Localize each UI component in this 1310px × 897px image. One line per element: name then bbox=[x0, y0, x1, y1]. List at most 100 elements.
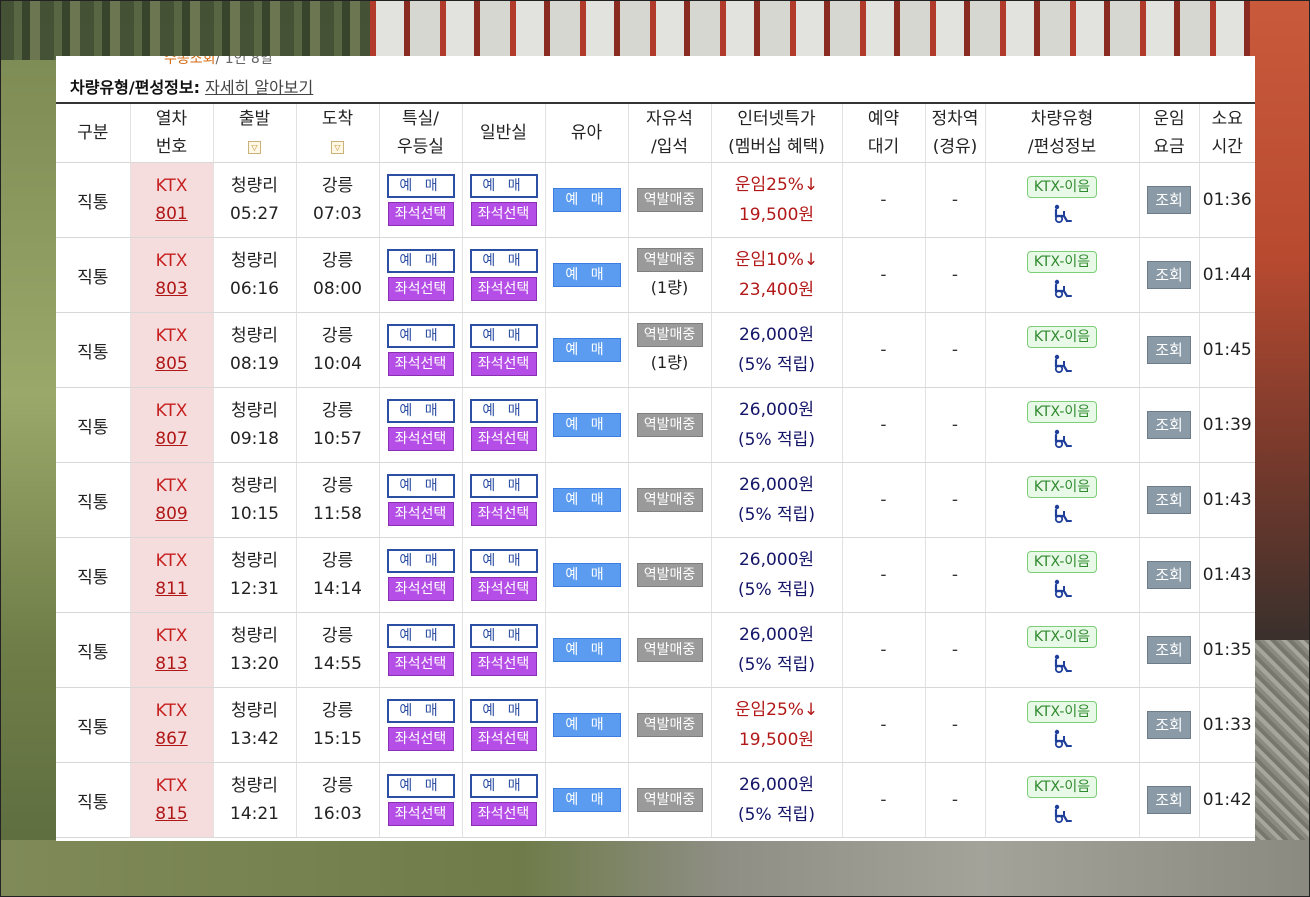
standard-seat-select-button[interactable]: 좌석선택 bbox=[470, 352, 537, 376]
car-type-badge[interactable]: KTX-이음 bbox=[1026, 626, 1098, 648]
standard-seat-select-button[interactable]: 좌석선택 bbox=[470, 802, 537, 826]
infant-reserve-button[interactable]: 예 매 bbox=[552, 338, 621, 362]
car-type-badge[interactable]: KTX-이음 bbox=[1026, 701, 1098, 723]
standard-seat-select-button[interactable]: 좌석선택 bbox=[470, 202, 537, 226]
train-number-link[interactable]: 805 bbox=[155, 354, 188, 374]
cell-infant: 예 매 bbox=[545, 462, 629, 538]
cell-type: 직통 bbox=[56, 312, 131, 388]
infant-reserve-button[interactable]: 예 매 bbox=[552, 263, 621, 287]
standard-reserve-button[interactable]: 예 매 bbox=[469, 624, 538, 648]
car-type-badge[interactable]: KTX-이음 bbox=[1026, 251, 1098, 273]
cell-departure: 청량리 09:18 bbox=[213, 387, 297, 463]
arrival-time: 14:14 bbox=[313, 579, 362, 599]
car-type-badge[interactable]: KTX-이음 bbox=[1026, 476, 1098, 498]
price-line-2: 23,400원 bbox=[738, 280, 815, 300]
train-number-link[interactable]: 803 bbox=[155, 279, 188, 299]
train-number-link[interactable]: 815 bbox=[155, 804, 188, 824]
sort-icon[interactable]: ▽ bbox=[331, 140, 344, 154]
table-header-row: 구분 열차 번호 출발 ▽ 도착 ▽ 특실/우등실 일반실 유아 자유석/입석 인터넷… bbox=[56, 103, 1255, 163]
fare-lookup-button[interactable]: 조회 bbox=[1147, 486, 1191, 514]
duration: 01:43 bbox=[1202, 490, 1252, 510]
cell-standard: 예 매 좌석선택 bbox=[462, 762, 546, 838]
standard-reserve-button[interactable]: 예 매 bbox=[469, 774, 538, 798]
first-class-reserve-button[interactable]: 예 매 bbox=[386, 549, 455, 573]
first-class-seat-select-button[interactable]: 좌석선택 bbox=[387, 502, 454, 526]
first-class-reserve-button[interactable]: 예 매 bbox=[386, 774, 455, 798]
fare-lookup-button[interactable]: 조회 bbox=[1147, 786, 1191, 814]
standard-seat-select-button[interactable]: 좌석선택 bbox=[470, 727, 537, 751]
infant-reserve-button[interactable]: 예 매 bbox=[552, 563, 621, 587]
wheelchair-car-icon bbox=[1054, 729, 1072, 749]
cell-car-type: KTX-이음 bbox=[985, 387, 1140, 463]
price-line-1: 26,000원 bbox=[738, 775, 815, 795]
fare-lookup-button[interactable]: 조회 bbox=[1147, 261, 1191, 289]
train-number-link[interactable]: 811 bbox=[155, 579, 188, 599]
standard-seat-select-button[interactable]: 좌석선택 bbox=[470, 652, 537, 676]
first-class-seat-select-button[interactable]: 좌석선택 bbox=[387, 202, 454, 226]
cell-waitlist: - bbox=[842, 612, 926, 688]
standard-reserve-button[interactable]: 예 매 bbox=[469, 174, 538, 198]
fare-lookup-button[interactable]: 조회 bbox=[1147, 186, 1191, 214]
infant-reserve-button[interactable]: 예 매 bbox=[552, 713, 621, 737]
train-number-link[interactable]: 813 bbox=[155, 654, 188, 674]
fare-lookup-button[interactable]: 조회 bbox=[1147, 561, 1191, 589]
standard-seat-select-button[interactable]: 좌석선택 bbox=[470, 577, 537, 601]
standard-reserve-button[interactable]: 예 매 bbox=[469, 249, 538, 273]
first-class-reserve-button[interactable]: 예 매 bbox=[386, 624, 455, 648]
standard-seat-select-button[interactable]: 좌석선택 bbox=[470, 502, 537, 526]
learn-more-link[interactable]: 자세히 알아보기 bbox=[205, 78, 314, 97]
header-departure[interactable]: 출발 ▽ bbox=[213, 103, 297, 163]
train-number-link[interactable]: 809 bbox=[155, 504, 188, 524]
first-class-reserve-button[interactable]: 예 매 bbox=[386, 174, 455, 198]
arrival-time: 11:58 bbox=[313, 504, 362, 524]
fare-lookup-button[interactable]: 조회 bbox=[1147, 636, 1191, 664]
car-type-badge[interactable]: KTX-이음 bbox=[1026, 326, 1098, 348]
cell-waitlist: - bbox=[842, 687, 926, 763]
standard-reserve-button[interactable]: 예 매 bbox=[469, 324, 538, 348]
standard-reserve-button[interactable]: 예 매 bbox=[469, 399, 538, 423]
first-class-seat-select-button[interactable]: 좌석선택 bbox=[387, 352, 454, 376]
sort-icon[interactable]: ▽ bbox=[248, 140, 261, 154]
infant-reserve-button[interactable]: 예 매 bbox=[552, 638, 621, 662]
fare-lookup-button[interactable]: 조회 bbox=[1147, 711, 1191, 739]
table-row: 직통 KTX 811 청량리 12:31 강릉 14:14 예 매 좌석선택 예… bbox=[56, 537, 1255, 613]
fare-lookup-button[interactable]: 조회 bbox=[1147, 411, 1191, 439]
infant-reserve-button[interactable]: 예 매 bbox=[552, 488, 621, 512]
first-class-reserve-button[interactable]: 예 매 bbox=[386, 324, 455, 348]
car-type-badge[interactable]: KTX-이음 bbox=[1026, 776, 1098, 798]
first-class-reserve-button[interactable]: 예 매 bbox=[386, 399, 455, 423]
infant-reserve-button[interactable]: 예 매 bbox=[552, 188, 621, 212]
standard-reserve-button[interactable]: 예 매 bbox=[469, 549, 538, 573]
first-class-seat-select-button[interactable]: 좌석선택 bbox=[387, 652, 454, 676]
header-arrival[interactable]: 도착 ▽ bbox=[296, 103, 380, 163]
first-class-seat-select-button[interactable]: 좌석선택 bbox=[387, 427, 454, 451]
background-train-top bbox=[370, 0, 1310, 60]
fare-lookup-button[interactable]: 조회 bbox=[1147, 336, 1191, 364]
first-class-seat-select-button[interactable]: 좌석선택 bbox=[387, 727, 454, 751]
standard-seat-select-button[interactable]: 좌석선택 bbox=[470, 427, 537, 451]
first-class-reserve-button[interactable]: 예 매 bbox=[386, 249, 455, 273]
first-class-reserve-button[interactable]: 예 매 bbox=[386, 699, 455, 723]
first-class-seat-select-button[interactable]: 좌석선택 bbox=[387, 577, 454, 601]
cell-infant: 예 매 bbox=[545, 537, 629, 613]
wheelchair-car-icon bbox=[1054, 354, 1072, 374]
train-number-link[interactable]: 807 bbox=[155, 429, 188, 449]
standard-reserve-button[interactable]: 예 매 bbox=[469, 474, 538, 498]
standard-reserve-button[interactable]: 예 매 bbox=[469, 699, 538, 723]
standard-seat-select-button[interactable]: 좌석선택 bbox=[470, 277, 537, 301]
timetable-panel: 수송조회/ 1인 8일 차량유형/편성정보: 자세히 알아보기 구분 열차 번호 … bbox=[56, 56, 1255, 841]
infant-reserve-button[interactable]: 예 매 bbox=[552, 788, 621, 812]
car-type-badge[interactable]: KTX-이음 bbox=[1026, 401, 1098, 423]
first-class-reserve-button[interactable]: 예 매 bbox=[386, 474, 455, 498]
price-line-1: 26,000원 bbox=[738, 475, 815, 495]
infant-reserve-button[interactable]: 예 매 bbox=[552, 413, 621, 437]
train-number-link[interactable]: 801 bbox=[155, 204, 188, 224]
cell-infant: 예 매 bbox=[545, 237, 629, 313]
first-class-seat-select-button[interactable]: 좌석선택 bbox=[387, 802, 454, 826]
arrival-station: 강릉 bbox=[321, 476, 354, 496]
train-number-link[interactable]: 867 bbox=[155, 729, 188, 749]
car-type-badge[interactable]: KTX-이음 bbox=[1026, 176, 1098, 198]
first-class-seat-select-button[interactable]: 좌석선택 bbox=[387, 277, 454, 301]
car-type-badge[interactable]: KTX-이음 bbox=[1026, 551, 1098, 573]
cell-arrival: 강릉 10:04 bbox=[296, 312, 380, 388]
